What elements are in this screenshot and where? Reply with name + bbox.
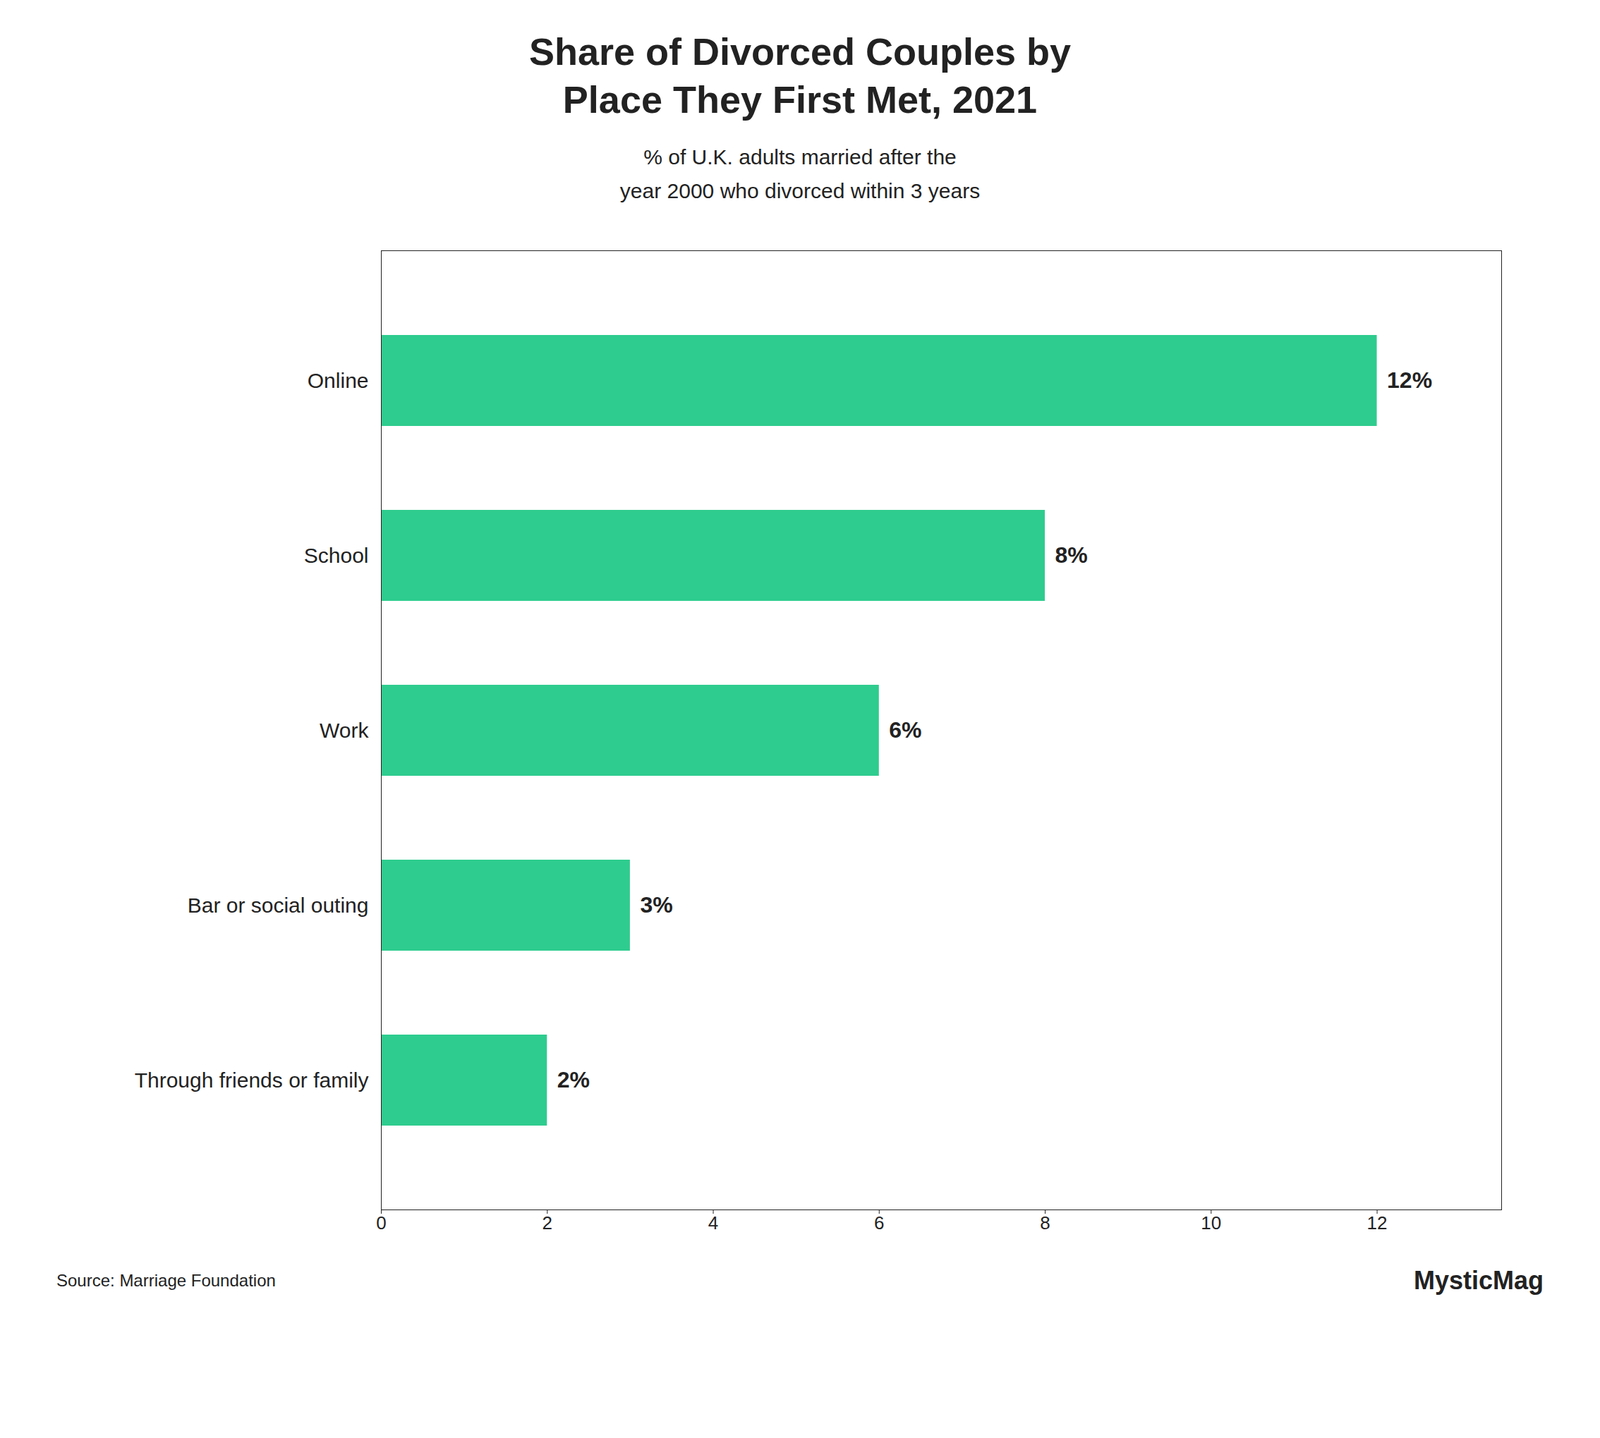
html-text:% of U.K. adults married after: % of U.K. adults married after the bbox=[643, 145, 957, 169]
svg-text:8%: 8% bbox=[1055, 542, 1088, 568]
html-text:Share of Divorced Couples by: Share of Divorced Couples by bbox=[529, 30, 1071, 73]
svg-text:Bar or social outing: Bar or social outing bbox=[187, 893, 369, 918]
html-text:Source: Marriage Foundation: Source: Marriage Foundation bbox=[56, 1271, 276, 1291]
svg-text:10: 10 bbox=[1200, 1212, 1222, 1234]
svg-text:3%: 3% bbox=[639, 892, 673, 918]
svg-text:Through friends or family: Through friends or family bbox=[134, 1068, 369, 1093]
svg-text:2%: 2% bbox=[557, 1067, 590, 1093]
svg-text:School: School bbox=[304, 543, 369, 568]
html-text:MysticMag: MysticMag bbox=[1413, 1266, 1544, 1296]
svg-text:0: 0 bbox=[376, 1212, 386, 1234]
svg-text:Work: Work bbox=[319, 718, 369, 743]
svg-text:4: 4 bbox=[708, 1212, 719, 1234]
svg-text:12%: 12% bbox=[1386, 367, 1433, 393]
svg-text:2: 2 bbox=[542, 1212, 553, 1234]
html-text:year 2000 who divorced within: year 2000 who divorced within 3 years bbox=[620, 179, 980, 203]
html-text:Place They First Met, 2021: Place They First Met, 2021 bbox=[562, 77, 1038, 121]
svg-text:6%: 6% bbox=[888, 717, 922, 743]
svg-text:Online: Online bbox=[307, 368, 369, 393]
svg-text:12: 12 bbox=[1367, 1212, 1388, 1234]
svg-text:6: 6 bbox=[874, 1212, 884, 1234]
svg-text:8: 8 bbox=[1039, 1212, 1050, 1234]
